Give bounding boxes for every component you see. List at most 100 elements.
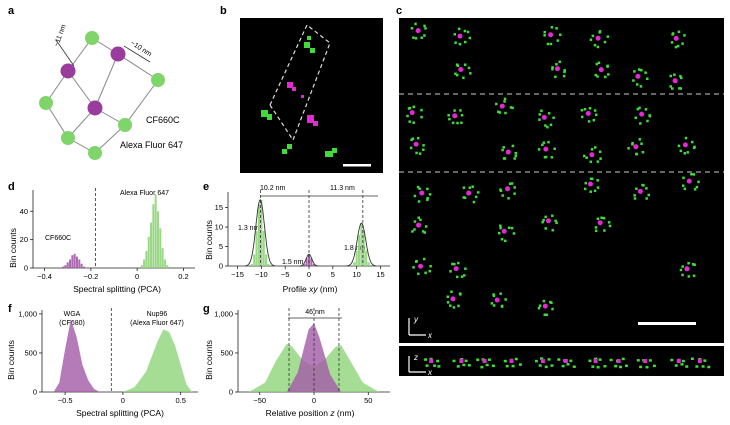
xz-npc-0 <box>424 357 441 368</box>
annot-1-8nm: 1.8 nm <box>344 245 366 252</box>
xz-npc-7 <box>609 357 628 369</box>
npc-1 <box>453 27 472 46</box>
xz-npc-4 <box>534 357 554 369</box>
npc-27 <box>681 172 700 191</box>
npc-30 <box>541 214 558 232</box>
ytick-label-d-0: 0 <box>24 264 28 273</box>
xz-npc-3 <box>503 357 522 368</box>
bar-e-0-6 <box>265 254 268 266</box>
bar-d-0-3 <box>69 259 72 268</box>
xtick-label-d-3: 0.2 <box>178 272 188 281</box>
npc-15 <box>634 106 652 125</box>
bar-d-1-7 <box>156 211 159 268</box>
bar-e-0-7 <box>267 264 270 266</box>
xtick-label-f-1: 0 <box>121 396 125 405</box>
npc-13 <box>538 109 555 129</box>
xtick-label-d-1: −0.2 <box>83 272 98 281</box>
panel-e-ylabel: Bin counts <box>204 220 214 260</box>
axis-x2-label: x <box>427 368 433 377</box>
xtick-label-e-1: −10 <box>255 270 268 279</box>
npc-clusters <box>406 22 700 317</box>
panel-a-label: a <box>8 5 15 17</box>
npc-17 <box>501 144 518 160</box>
npc-21 <box>677 136 696 155</box>
npc-3 <box>589 30 610 49</box>
ytick-label-e-0: 0 <box>219 262 223 271</box>
npc-28 <box>411 216 428 234</box>
bar-d-1-9 <box>161 248 164 268</box>
xz-npc-9 <box>670 358 689 368</box>
annot-wga: WGA <box>64 311 81 318</box>
bar-d-1-8 <box>159 228 162 268</box>
bar-d-1-3 <box>147 236 150 268</box>
area-f-0 <box>53 319 100 392</box>
bar-d-1-5 <box>152 204 155 268</box>
xz-npc-10 <box>690 357 711 369</box>
annot-1-5nm: 1.5 nm <box>282 259 304 266</box>
npc-5 <box>454 63 472 80</box>
bar-e-2-6 <box>367 262 370 266</box>
npc-7 <box>594 61 610 79</box>
xz-npc-6 <box>588 357 607 369</box>
panel-f-label: f <box>8 303 12 315</box>
npc-2 <box>543 26 562 46</box>
ytick-label-d-2: 40 <box>20 207 28 216</box>
npc-18 <box>537 140 556 159</box>
annot-46nm: 46 nm <box>305 309 325 316</box>
dim-10nm: ~10 nm <box>129 40 153 59</box>
npc-26 <box>633 183 650 200</box>
npc-31 <box>594 216 612 233</box>
axis-z-label: z <box>413 353 418 362</box>
axes-xz-indicator <box>408 356 426 373</box>
panel-b: b <box>220 5 383 173</box>
panel-g: g Bin counts Relative position z (nm) 46… <box>203 303 390 418</box>
ytick-label-e-2: 10 <box>215 223 223 232</box>
xtick-label-d-2: 0 <box>135 272 139 281</box>
bar-e-1-4 <box>312 264 315 266</box>
cf660c-spheres <box>60 46 126 116</box>
scale-bar-b <box>343 164 371 167</box>
xz-npc-1 <box>452 358 471 368</box>
panel-e-label: e <box>203 181 209 193</box>
xtick-label-e-0: −15 <box>231 270 244 279</box>
ytick-label-g-2: 1,000 <box>214 309 233 318</box>
label-alexa: Alexa Fluor 647 <box>120 140 183 150</box>
fit-curve-0 <box>245 199 275 267</box>
xtick-label-d-0: −0.4 <box>37 272 52 281</box>
npc-4 <box>670 30 686 49</box>
bar-e-0-2 <box>255 230 258 266</box>
npc-33 <box>449 261 467 279</box>
panel-f-ylabel: Bin counts <box>6 340 16 380</box>
bar-e-0-1 <box>253 254 256 266</box>
panel-c-xz-image <box>399 346 724 376</box>
xtick-label-g-2: 50 <box>364 396 372 405</box>
panel-g-label: g <box>203 303 210 315</box>
npc-37 <box>537 299 554 317</box>
bar-d-1-0 <box>140 265 143 268</box>
npc-20 <box>627 138 645 156</box>
green-clusters <box>261 36 337 157</box>
axis-x-label: x <box>427 331 433 340</box>
bar-e-2-0 <box>353 262 356 266</box>
xtick-label-e-2: −5 <box>281 270 290 279</box>
xtick-label-e-6: 15 <box>376 270 384 279</box>
annot-cf660c: CF660C <box>45 235 71 242</box>
bar-e-2-4 <box>362 230 365 266</box>
npc-32 <box>412 257 432 276</box>
bar-d-1-1 <box>143 259 146 268</box>
scale-bar-c <box>638 322 696 325</box>
npc-36 <box>490 292 507 308</box>
ytick-label-e-1: 5 <box>219 242 223 251</box>
ytick-label-g-0: 0 <box>229 388 233 397</box>
npc-11 <box>447 109 464 125</box>
panel-b-label: b <box>220 5 227 17</box>
panel-c-label: c <box>396 5 402 17</box>
bar-d-0-2 <box>66 262 69 268</box>
panel-f: f Bin counts Spectral splitting (PCA) WG… <box>6 303 198 418</box>
panel-e-xlabel: Profile xy (nm) <box>283 284 338 294</box>
npc-12 <box>495 97 514 115</box>
npc-25 <box>583 177 600 193</box>
npc-35 <box>446 290 462 309</box>
bar-e-0-0 <box>250 264 253 266</box>
npc-8 <box>632 68 649 88</box>
